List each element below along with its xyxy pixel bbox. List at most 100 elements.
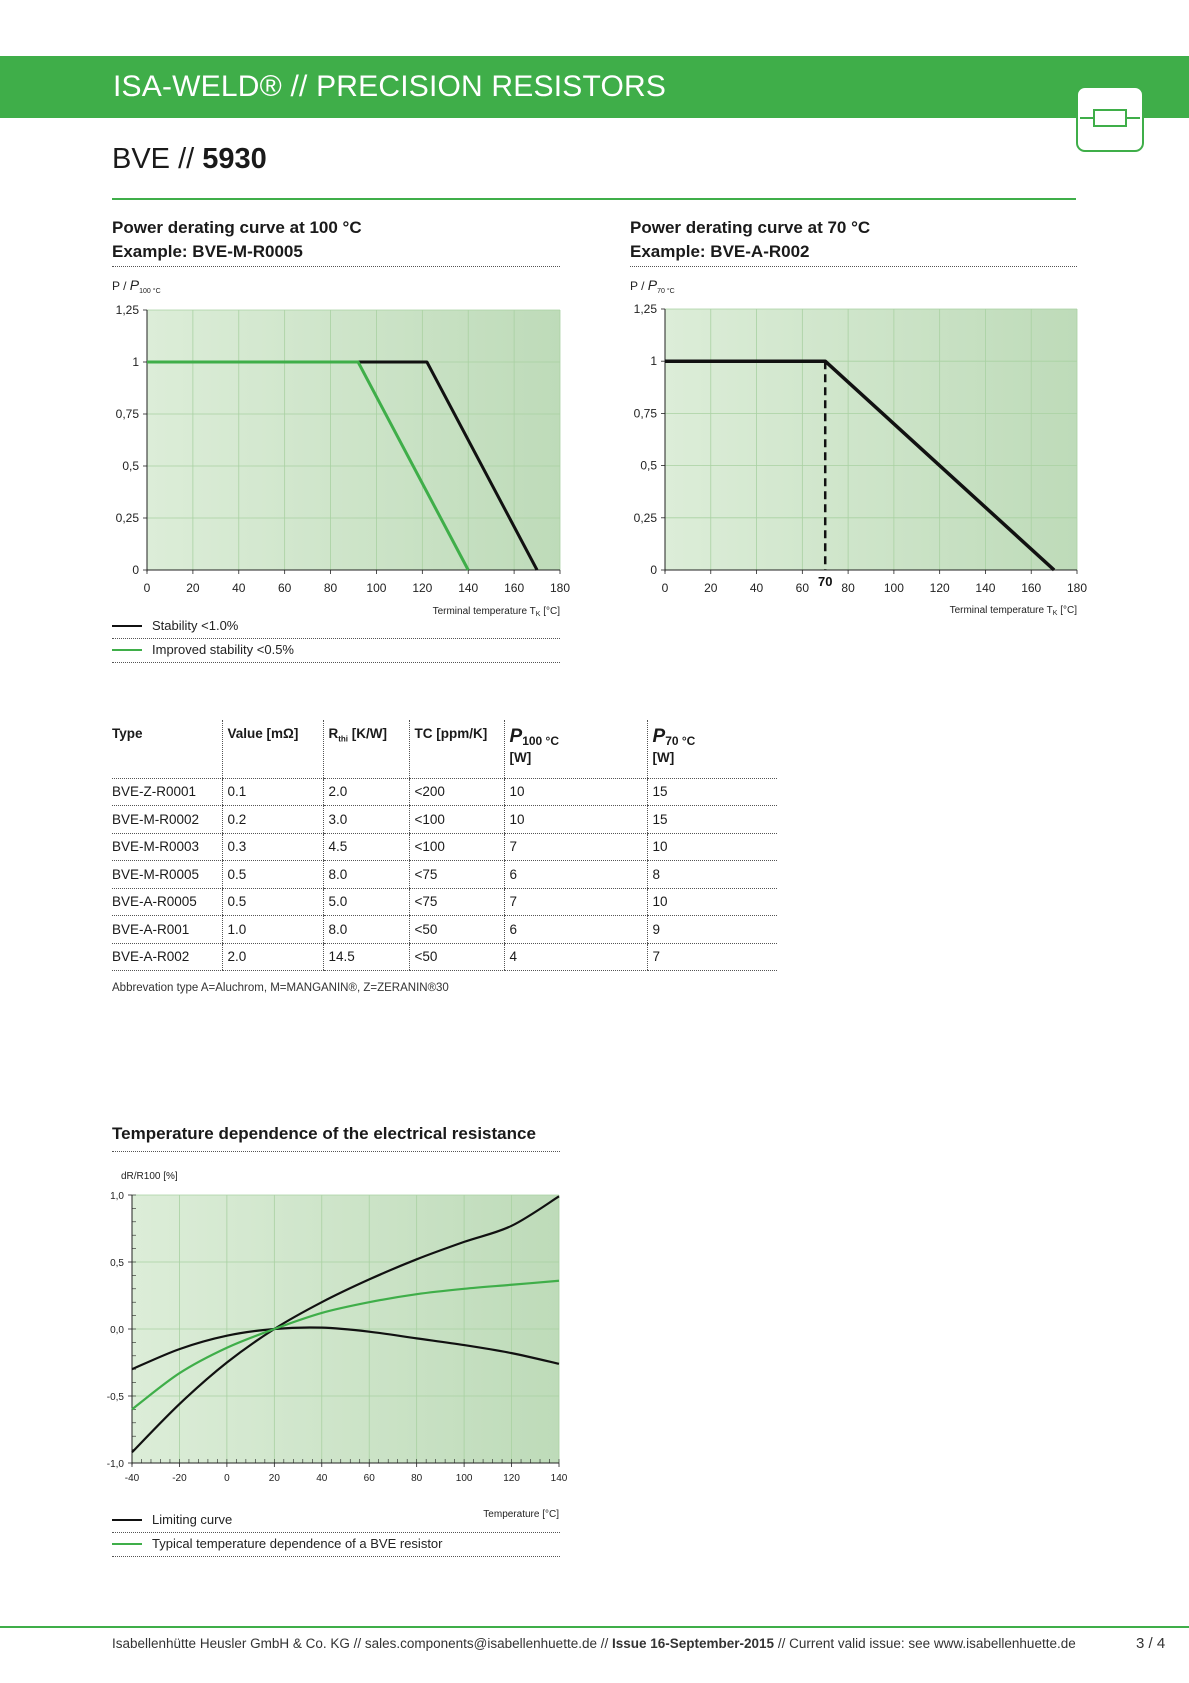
x-tick-label: 160 — [1021, 581, 1041, 595]
x-tick-label: 180 — [550, 581, 570, 595]
x-tick-label: 80 — [324, 581, 338, 595]
y-tick-label: 0,75 — [634, 406, 658, 420]
chart1-title: Power derating curve at 100 °C Example: … — [112, 216, 362, 264]
x-tick-label: 60 — [364, 1473, 376, 1484]
chart2-title: Power derating curve at 70 °C Example: B… — [630, 216, 870, 264]
y-tick-label: 0,0 — [110, 1325, 124, 1336]
x-tick-label: 120 — [930, 581, 950, 595]
chart1-title-line2: Example: BVE-M-R0005 — [112, 242, 303, 261]
x-tick-label: 0 — [144, 581, 151, 595]
y-tick-label: 0,5 — [640, 459, 657, 473]
legend-swatch-black — [112, 625, 142, 627]
y-tick-label: 0,75 — [116, 407, 140, 421]
x-tick-label: 20 — [704, 581, 718, 595]
y-tick-label: 1,25 — [116, 303, 140, 317]
col-value: Value [mΩ] — [221, 720, 323, 779]
x-tick-label: 100 — [366, 581, 386, 595]
x-tick-label: 140 — [458, 581, 478, 595]
spec-table: Type Value [mΩ] Rthi [K/W] TC [ppm/K] P1… — [112, 720, 777, 971]
x-tick-label: 160 — [504, 581, 524, 595]
x-tick-label: 0 — [662, 581, 669, 595]
legend-rule — [112, 638, 560, 639]
legend-label: Typical temperature dependence of a BVE … — [152, 1536, 443, 1551]
y-tick-label: -1,0 — [107, 1459, 125, 1470]
series-line-2 — [131, 1279, 560, 1411]
x-tick-label: 140 — [551, 1473, 568, 1484]
col-p100: P100 °C [W] — [503, 720, 647, 779]
chart3-ylabel: dR/R100 [%] — [121, 1171, 178, 1182]
chart1-title-line1: Power derating curve at 100 °C — [112, 218, 362, 237]
plot-area — [147, 310, 560, 570]
table-row: BVE-A-R0005 0.5 5.0 <75 7 10 — [112, 888, 777, 916]
chart2-xlabel: Terminal temperature TK [°C] — [950, 605, 1078, 617]
col-type: Type — [112, 720, 222, 779]
x-tick-label: 0 — [224, 1473, 230, 1484]
page-title: BVE // 5930 — [112, 143, 267, 176]
table-row: BVE-A-R001 1.0 8.0 <50 6 9 — [112, 915, 777, 944]
x-tick-label: 60 — [796, 581, 810, 595]
x-tick-label: 20 — [186, 581, 200, 595]
y-tick-label: 0 — [650, 563, 657, 577]
legend-label: Improved stability <0.5% — [152, 642, 294, 657]
footer-divider — [0, 1626, 1189, 1628]
table-row: BVE-A-R002 2.0 14.5 <50 4 7 — [112, 943, 777, 971]
page-title-prefix: BVE // — [112, 143, 195, 175]
page-title-number: 5930 — [202, 143, 267, 175]
table-header-row: Type Value [mΩ] Rthi [K/W] TC [ppm/K] P1… — [112, 720, 777, 779]
x-tick-label: -40 — [125, 1473, 140, 1484]
legend-label: Stability <1.0% — [152, 618, 239, 633]
footer-issue: Issue 16-September-2015 — [611, 1636, 775, 1651]
chart2-title-rule — [630, 266, 1077, 267]
table-row: BVE-Z-R0001 0.1 2.0 <200 10 15 — [112, 778, 777, 806]
table-row: BVE-M-R0002 0.2 3.0 <100 10 15 — [112, 805, 777, 834]
chart3-xlabel: Temperature [°C] — [483, 1509, 559, 1520]
chart3-temperature-dependence: dR/R100 [%] Temperature [°C] -40 -20 0 20 40… — [107, 1171, 568, 1520]
footer-company: Isabellenhütte Heusler GmbH & Co. KG // … — [112, 1636, 612, 1651]
x-tick-label: 60 — [278, 581, 292, 595]
chart1-power-derating-100: P / P100 °C Terminal temperature TK [°C]… — [112, 277, 570, 618]
x-tick-label: 20 — [269, 1473, 281, 1484]
y-tick-label: 0,25 — [116, 511, 140, 525]
chart1-ylabel: P / P100 °C — [112, 277, 161, 295]
series-line-1 — [147, 360, 470, 571]
header-title: ISA-WELD® // PRECISION RESISTORS — [113, 70, 667, 103]
plot-area — [665, 309, 1077, 570]
y-tick-label: 1 — [650, 354, 657, 368]
x-tick-label: 40 — [750, 581, 764, 595]
x-tick-label: 120 — [412, 581, 432, 595]
page-number: 3 / 4 — [1136, 1635, 1166, 1652]
resistor-icon — [1076, 86, 1144, 152]
footer-current: // Current valid issue: see www.isabelle… — [774, 1636, 1076, 1651]
abbreviation-note: Abbrevation type A=Aluchrom, M=MANGANIN®… — [112, 982, 449, 994]
table-row: BVE-M-R0005 0.5 8.0 <75 6 8 — [112, 860, 777, 889]
legend-rule — [112, 662, 560, 663]
legend-rule — [112, 1556, 560, 1557]
y-tick-label: 1 — [132, 355, 139, 369]
x-tick-label: 80 — [411, 1473, 423, 1484]
y-tick-label: 0 — [132, 563, 139, 577]
y-tick-label: -0,5 — [107, 1392, 125, 1403]
x-tick-label: -20 — [172, 1473, 187, 1484]
chart1-xlabel: Terminal temperature TK [°C] — [433, 606, 561, 618]
x-tick-label: 140 — [975, 581, 995, 595]
y-tick-label: 1,25 — [634, 302, 658, 316]
x-tick-label: 40 — [316, 1473, 328, 1484]
legend-rule — [112, 1532, 560, 1533]
y-tick-label: 0,5 — [110, 1258, 124, 1269]
x-tick-label: 120 — [503, 1473, 520, 1484]
series-line-1 — [131, 1326, 560, 1371]
legend-swatch-green — [112, 649, 142, 651]
table-row: BVE-M-R0003 0.3 4.5 <100 7 10 — [112, 833, 777, 861]
y-tick-label: 0,25 — [634, 511, 658, 525]
x-tick-label: 100 — [884, 581, 904, 595]
x-tick-label: 40 — [232, 581, 246, 595]
x-tick-label: 180 — [1067, 581, 1087, 595]
chart3-title-rule — [112, 1151, 560, 1152]
x-tick-label: 100 — [456, 1473, 473, 1484]
legend-swatch-black — [112, 1519, 142, 1521]
y-tick-label: 1,0 — [110, 1191, 124, 1202]
x-tick-label: 80 — [841, 581, 855, 595]
marker-label: 70 — [818, 574, 832, 589]
footer-text: Isabellenhütte Heusler GmbH & Co. KG // … — [112, 1636, 1076, 1651]
series-line-0 — [131, 1195, 560, 1454]
